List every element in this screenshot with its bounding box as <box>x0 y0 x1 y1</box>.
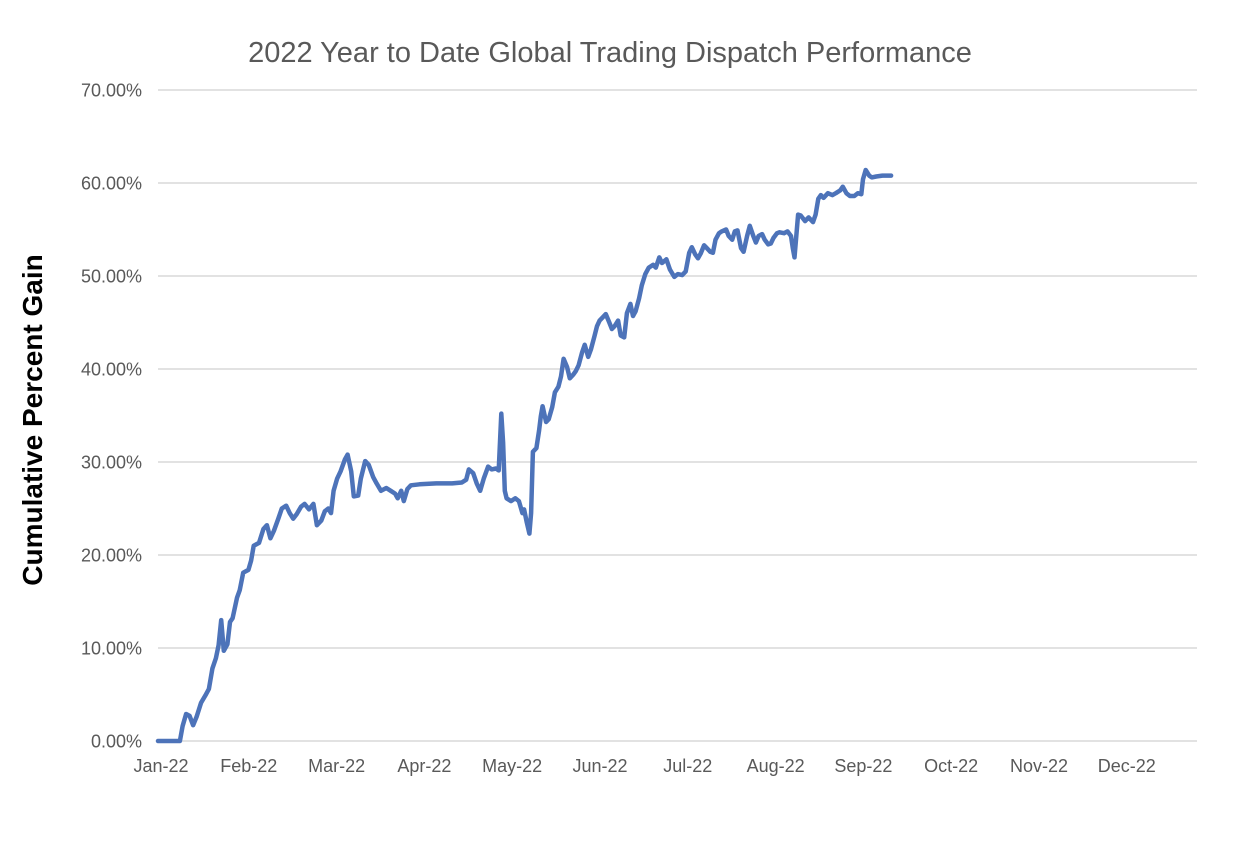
x-tick-label: Feb-22 <box>220 756 277 776</box>
x-tick-label: Mar-22 <box>308 756 365 776</box>
x-tick-label: Dec-22 <box>1098 756 1156 776</box>
chart-title: 2022 Year to Date Global Trading Dispatc… <box>248 37 972 69</box>
performance-line <box>155 167 894 744</box>
x-tick-label: May-22 <box>482 756 542 776</box>
x-tick-label: Jun-22 <box>572 756 627 776</box>
x-tick-label: Jul-22 <box>663 756 712 776</box>
y-tick-label: 10.00% <box>81 638 142 658</box>
y-tick-label: 50.00% <box>81 266 142 286</box>
y-tick-label: 0.00% <box>91 731 142 751</box>
y-tick-label: 20.00% <box>81 545 142 565</box>
x-tick-label: Sep-22 <box>834 756 892 776</box>
x-tick-label: Aug-22 <box>747 756 805 776</box>
x-tick-label: Nov-22 <box>1010 756 1068 776</box>
x-tick-label: Oct-22 <box>924 756 978 776</box>
x-tick-label: Jan-22 <box>133 756 188 776</box>
y-tick-label: 60.00% <box>81 173 142 193</box>
x-tick-label: Apr-22 <box>397 756 451 776</box>
y-tick-label: 30.00% <box>81 452 142 472</box>
y-tick-label: 70.00% <box>81 80 142 100</box>
y-tick-label: 40.00% <box>81 359 142 379</box>
